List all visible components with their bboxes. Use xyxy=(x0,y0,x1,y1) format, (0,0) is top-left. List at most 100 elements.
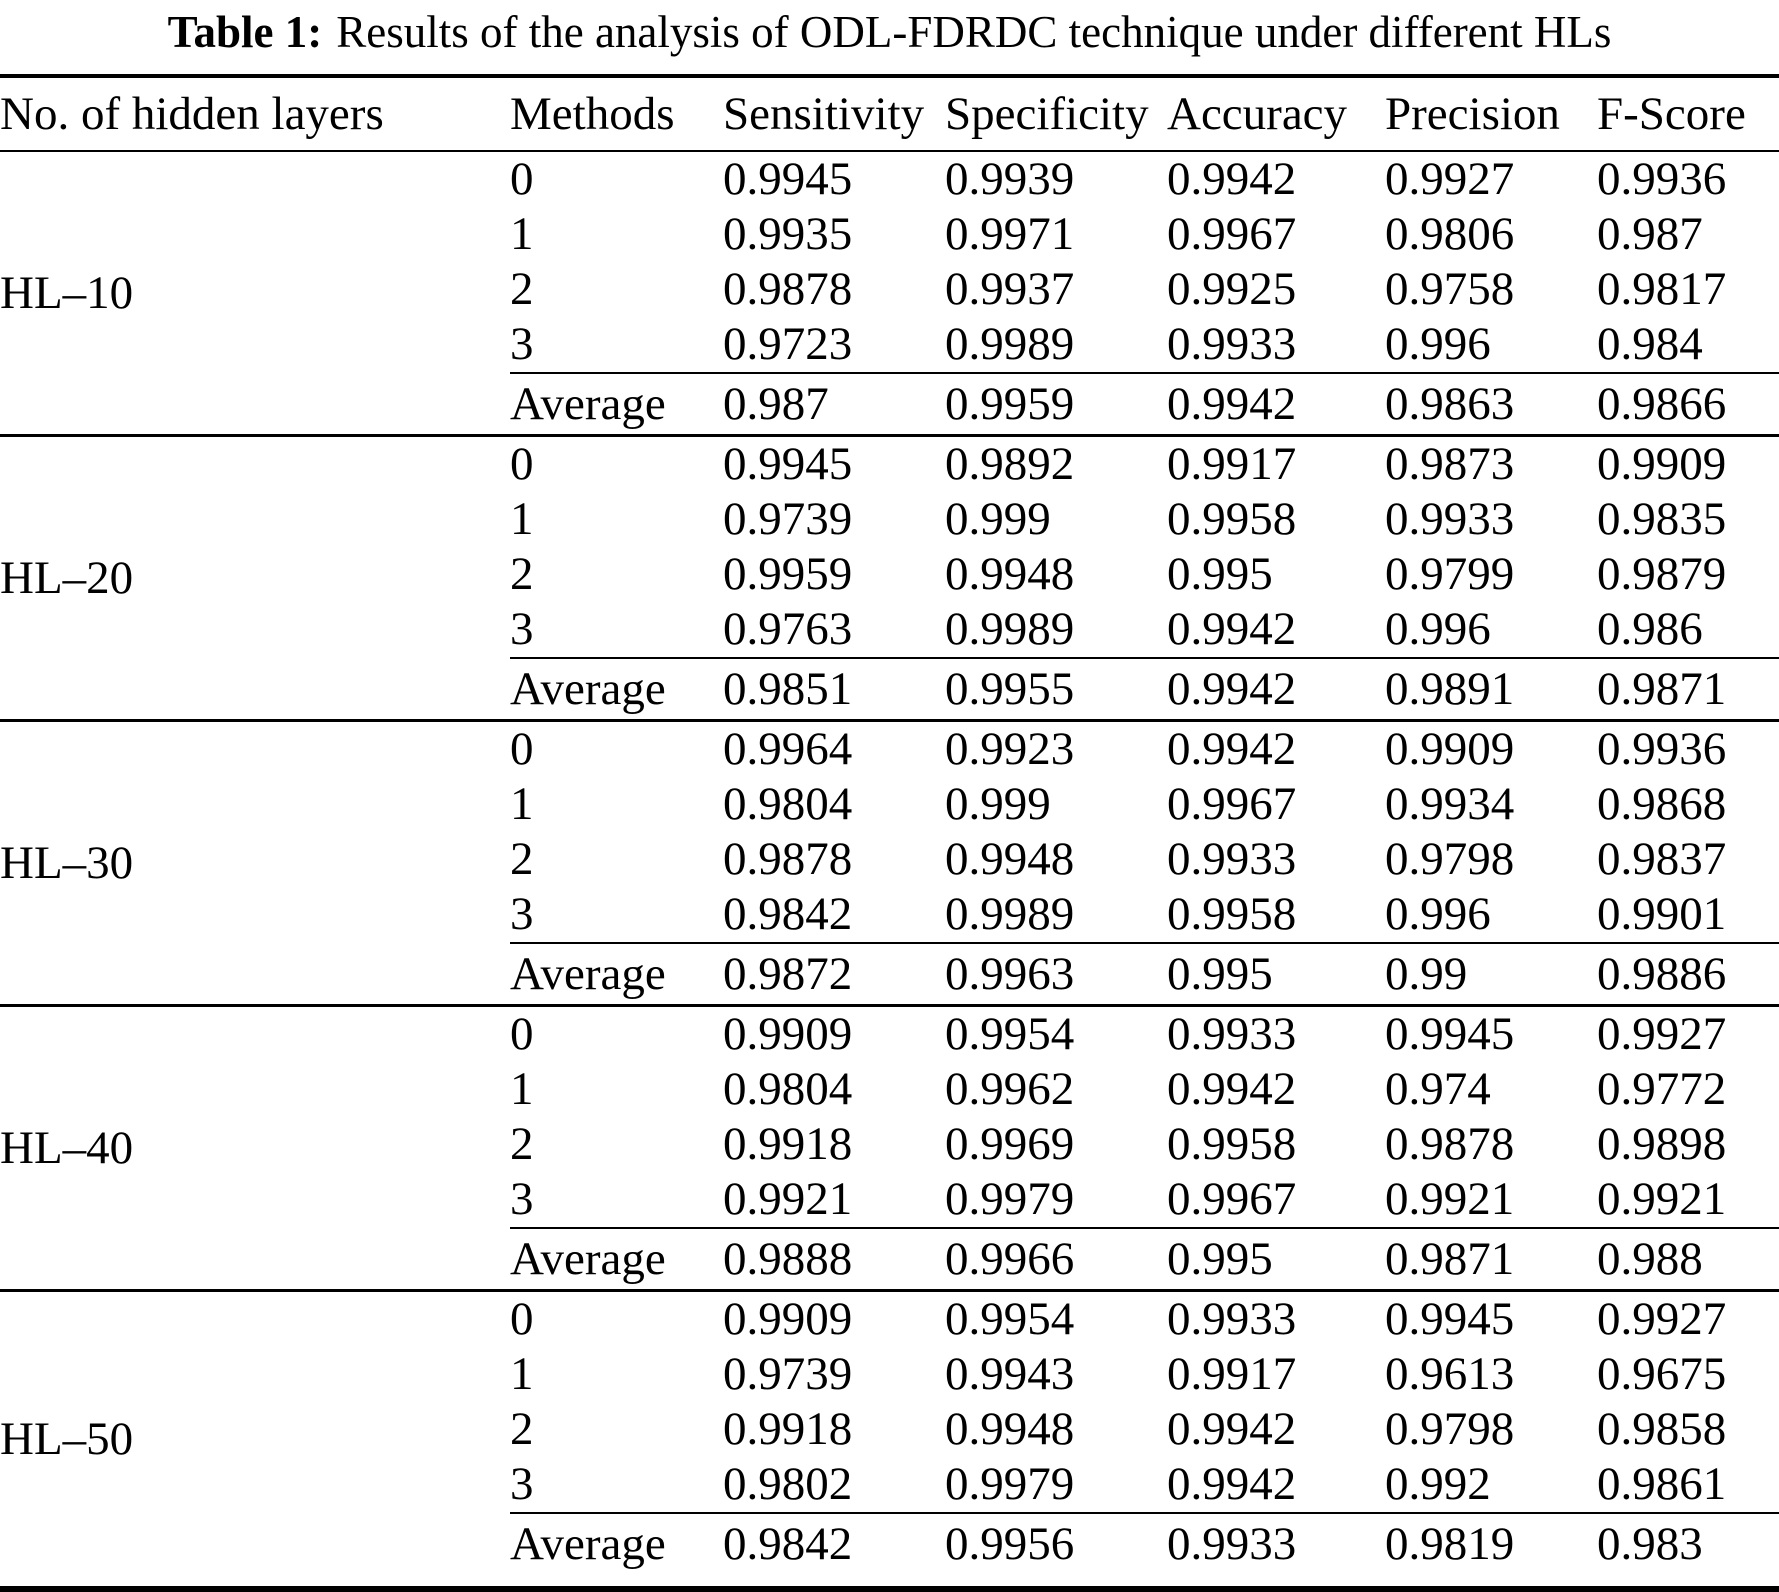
table-row: 3 0.9842 0.9989 0.9958 0.996 0.9901 xyxy=(0,887,1779,943)
table-row: 2 0.9918 0.9969 0.9958 0.9878 0.9898 xyxy=(0,1117,1779,1172)
value-cell: 0.9979 xyxy=(945,1173,1075,1225)
value-cell: 0.996 xyxy=(1385,318,1491,370)
average-value-cell: 0.9872 xyxy=(723,942,945,1006)
table-section: HL–20 0 0.9945 0.9892 0.9917 0.9873 0.9909 1 0.9… xyxy=(0,436,1779,721)
value-cell: 0.9934 xyxy=(1385,778,1515,830)
value-cell: 0.9954 xyxy=(945,1008,1075,1060)
method-cell: 0 xyxy=(510,153,534,205)
method-cell: 1 xyxy=(510,208,534,260)
value-cell: 0.9817 xyxy=(1597,263,1727,315)
value-cell: 0.9933 xyxy=(1167,318,1297,370)
column-header-sensitivity: Sensitivity xyxy=(723,76,945,152)
average-value-cell: 0.9891 xyxy=(1385,657,1597,721)
value-cell: 0.9909 xyxy=(1597,438,1727,490)
value-cell: 0.9878 xyxy=(1385,1118,1515,1170)
value-cell: 0.9868 xyxy=(1597,778,1727,830)
method-cell: 3 xyxy=(510,318,534,370)
header-row: No. of hidden layers Methods Sensitivity… xyxy=(0,76,1779,152)
table-row: 2 0.9918 0.9948 0.9942 0.9798 0.9858 xyxy=(0,1402,1779,1457)
value-cell: 0.9739 xyxy=(723,1348,853,1400)
value-cell: 0.9933 xyxy=(1385,493,1515,545)
value-cell: 0.974 xyxy=(1385,1063,1491,1115)
average-label: Average xyxy=(510,657,723,721)
average-value-cell: 0.9966 xyxy=(945,1227,1167,1291)
group-label: HL–40 xyxy=(0,1121,134,1174)
value-cell: 0.9942 xyxy=(1167,1458,1297,1510)
value-cell: 0.9878 xyxy=(723,263,853,315)
average-value-cell: 0.99 xyxy=(1385,942,1597,1006)
value-cell: 0.9942 xyxy=(1167,723,1297,775)
method-cell: 0 xyxy=(510,1293,534,1345)
average-value-cell: 0.9959 xyxy=(945,372,1167,436)
value-cell: 0.9936 xyxy=(1597,153,1727,205)
value-cell: 0.9909 xyxy=(723,1008,853,1060)
value-cell: 0.9989 xyxy=(945,603,1075,655)
column-header-specificity: Specificity xyxy=(945,76,1167,152)
value-cell: 0.9918 xyxy=(723,1403,853,1455)
value-cell: 0.9948 xyxy=(945,833,1075,885)
value-cell: 0.9927 xyxy=(1597,1293,1727,1345)
value-cell: 0.9935 xyxy=(723,208,853,260)
table-header: No. of hidden layers Methods Sensitivity… xyxy=(0,76,1779,152)
table-row: 1 0.9935 0.9971 0.9967 0.9806 0.987 xyxy=(0,207,1779,262)
average-label: Average xyxy=(510,942,723,1006)
average-value-cell: 0.9933 xyxy=(1167,1512,1385,1589)
group-label: HL–10 xyxy=(0,266,134,319)
method-cell: 2 xyxy=(510,1403,534,1455)
average-value-cell: 0.987 xyxy=(723,372,945,436)
average-row: Average 0.9872 0.9963 0.995 0.99 0.9886 xyxy=(0,942,1779,1006)
table-row: 3 0.9921 0.9979 0.9967 0.9921 0.9921 xyxy=(0,1172,1779,1228)
value-cell: 0.9873 xyxy=(1385,438,1515,490)
table-row: 3 0.9763 0.9989 0.9942 0.996 0.986 xyxy=(0,602,1779,658)
value-cell: 0.9945 xyxy=(1385,1008,1515,1060)
average-value-cell: 0.9871 xyxy=(1597,657,1779,721)
value-cell: 0.9954 xyxy=(945,1293,1075,1345)
average-value-cell: 0.9942 xyxy=(1167,657,1385,721)
value-cell: 0.992 xyxy=(1385,1458,1491,1510)
value-cell: 0.9739 xyxy=(723,493,853,545)
column-header-accuracy: Accuracy xyxy=(1167,76,1385,152)
column-header-methods: Methods xyxy=(510,76,723,152)
method-cell: 0 xyxy=(510,1008,534,1060)
table-row: HL–50 0 0.9909 0.9954 0.9933 0.9945 0.9927 xyxy=(0,1291,1779,1462)
value-cell: 0.995 xyxy=(1167,548,1273,600)
column-header-hidden-layers: No. of hidden layers xyxy=(0,76,510,152)
value-cell: 0.9967 xyxy=(1167,778,1297,830)
table-row: 1 0.9739 0.999 0.9958 0.9933 0.9835 xyxy=(0,492,1779,547)
average-value-cell: 0.9851 xyxy=(723,657,945,721)
value-cell: 0.9878 xyxy=(723,833,853,885)
method-cell: 2 xyxy=(510,833,534,885)
average-value-cell: 0.9871 xyxy=(1385,1227,1597,1291)
value-cell: 0.9804 xyxy=(723,778,853,830)
average-value-cell: 0.9886 xyxy=(1597,942,1779,1006)
value-cell: 0.9909 xyxy=(723,1293,853,1345)
group-label: HL–50 xyxy=(0,1412,134,1465)
method-cell: 3 xyxy=(510,1458,534,1510)
table-row: HL–20 0 0.9945 0.9892 0.9917 0.9873 0.9909 xyxy=(0,436,1779,601)
value-cell: 0.9917 xyxy=(1167,438,1297,490)
average-value-cell: 0.9819 xyxy=(1385,1512,1597,1589)
value-cell: 0.9921 xyxy=(723,1173,853,1225)
value-cell: 0.9921 xyxy=(1385,1173,1515,1225)
average-label: Average xyxy=(510,1512,723,1589)
table-row: 3 0.9723 0.9989 0.9933 0.996 0.984 xyxy=(0,317,1779,373)
average-value-cell: 0.9963 xyxy=(945,942,1167,1006)
table-row: 2 0.9959 0.9948 0.995 0.9799 0.9879 xyxy=(0,547,1779,602)
method-cell: 1 xyxy=(510,493,534,545)
value-cell: 0.9937 xyxy=(945,263,1075,315)
caption-label: Table 1: xyxy=(167,7,323,57)
method-cell: 2 xyxy=(510,1118,534,1170)
group-label: HL–20 xyxy=(0,551,134,604)
average-value-cell: 0.995 xyxy=(1167,942,1385,1006)
average-row: Average 0.987 0.9959 0.9942 0.9863 0.9866 xyxy=(0,372,1779,436)
value-cell: 0.9942 xyxy=(1167,1063,1297,1115)
value-cell: 0.9675 xyxy=(1597,1348,1727,1400)
value-cell: 0.9758 xyxy=(1385,263,1515,315)
value-cell: 0.9898 xyxy=(1597,1118,1727,1170)
value-cell: 0.9948 xyxy=(945,548,1075,600)
average-value-cell: 0.988 xyxy=(1597,1227,1779,1291)
value-cell: 0.996 xyxy=(1385,888,1491,940)
value-cell: 0.9806 xyxy=(1385,208,1515,260)
average-value-cell: 0.9942 xyxy=(1167,372,1385,436)
value-cell: 0.9835 xyxy=(1597,493,1727,545)
